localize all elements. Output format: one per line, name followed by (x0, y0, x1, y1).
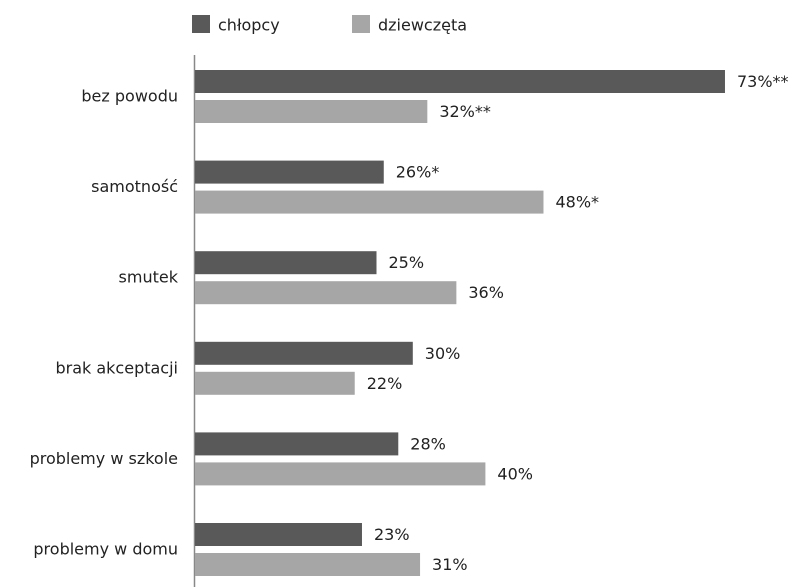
value-label: 40% (497, 464, 533, 483)
bar (195, 100, 428, 123)
category-label: bez powodu (81, 87, 178, 106)
value-label: 23% (374, 525, 410, 544)
legend-swatch (352, 15, 370, 33)
category-label: brak akceptacji (55, 358, 178, 377)
bar (195, 553, 421, 576)
value-label: 22% (367, 374, 403, 393)
value-label: 36% (468, 283, 504, 302)
value-label: 30% (425, 344, 461, 363)
value-label: 32%** (439, 102, 491, 121)
bar (195, 281, 457, 305)
bar (195, 462, 486, 486)
value-label: 48%* (555, 193, 599, 212)
bar (195, 371, 355, 395)
category-label: problemy w szkole (30, 449, 178, 468)
legend-label: chłopcy (218, 16, 280, 35)
bar (195, 432, 399, 456)
value-label: 31% (432, 555, 468, 574)
bar (195, 70, 725, 93)
bar (195, 160, 384, 184)
bar (195, 190, 544, 214)
legend-swatch (192, 15, 210, 33)
category-label: problemy w domu (33, 540, 178, 559)
value-label: 73%** (737, 72, 789, 91)
value-label: 26%* (396, 163, 440, 182)
legend-label: dziewczęta (378, 16, 467, 35)
value-label: 25% (389, 253, 425, 272)
bar (195, 341, 413, 365)
value-label: 28% (410, 434, 446, 453)
category-label: samotność (91, 177, 178, 196)
category-label: smutek (119, 268, 179, 287)
bar (195, 251, 377, 275)
bar (195, 523, 362, 546)
